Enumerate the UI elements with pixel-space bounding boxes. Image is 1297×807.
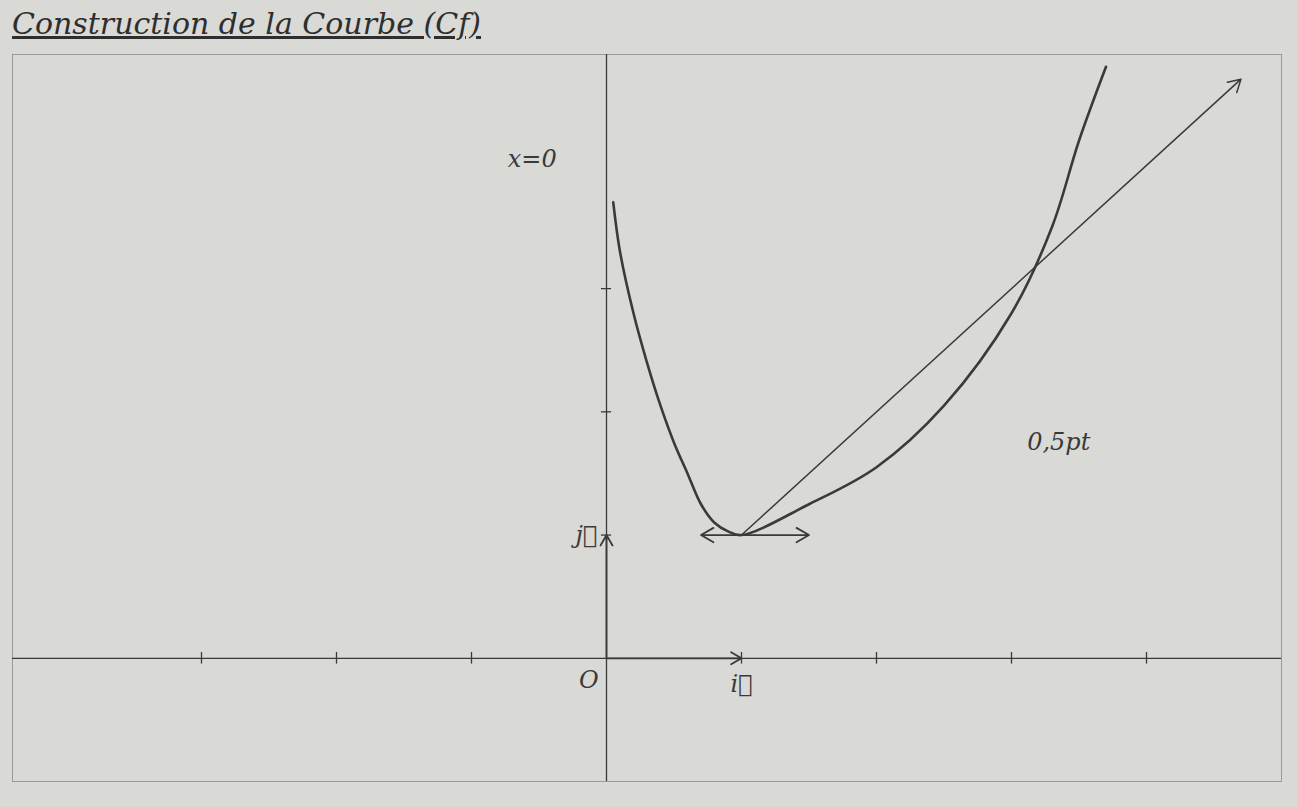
- svg-text:i⃗: i⃗: [730, 670, 752, 698]
- svg-text:j⃗: j⃗: [571, 521, 598, 549]
- html-text:Construction de la Courbe (Cf): Construction de la Courbe (Cf): [12, 6, 481, 41]
- svg-text:0,5pt: 0,5pt: [1027, 428, 1091, 456]
- svg-text:x=0: x=0: [508, 145, 557, 173]
- svg-text:O: O: [579, 666, 599, 694]
